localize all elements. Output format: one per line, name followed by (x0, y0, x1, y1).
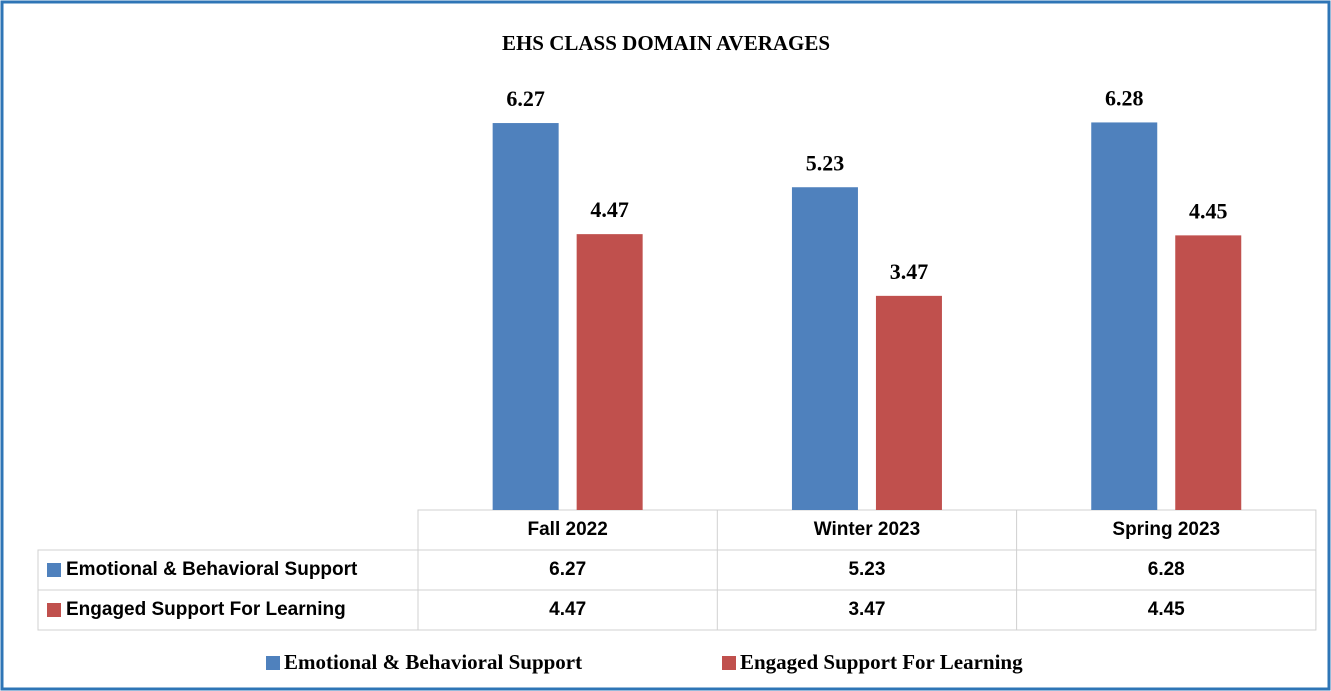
bar (1175, 235, 1242, 510)
data-label: 4.45 (1189, 198, 1228, 223)
legend-swatch (47, 563, 61, 577)
legend-swatch (722, 656, 736, 670)
legend-swatch (266, 656, 280, 670)
bar (492, 123, 559, 511)
table-value: 4.45 (1148, 599, 1185, 620)
table-value: 5.23 (848, 559, 885, 580)
bar (791, 187, 858, 510)
chart-title: EHS CLASS DOMAIN AVERAGES (502, 31, 830, 55)
x-tick-label: Fall 2022 (528, 519, 608, 540)
table-value: 4.47 (549, 599, 586, 620)
x-tick-label: Spring 2023 (1112, 519, 1220, 540)
legend-label: Emotional & Behavioral Support (284, 650, 582, 674)
table-value: 6.28 (1148, 559, 1185, 580)
data-label: 3.47 (890, 259, 929, 284)
data-label: 6.27 (506, 86, 545, 111)
table-row-label: Emotional & Behavioral Support (66, 559, 358, 580)
bar (875, 295, 942, 510)
bar (1091, 122, 1158, 510)
x-tick-label: Winter 2023 (814, 519, 921, 540)
table-value: 6.27 (549, 559, 586, 580)
data-label: 5.23 (806, 150, 845, 175)
data-label: 4.47 (590, 197, 629, 222)
table-value: 3.47 (848, 599, 885, 620)
table-row-label: Engaged Support For Learning (66, 599, 346, 620)
legend-label: Engaged Support For Learning (740, 650, 1023, 674)
data-label: 6.28 (1105, 85, 1144, 110)
bar (576, 234, 643, 510)
legend-swatch (47, 603, 61, 617)
